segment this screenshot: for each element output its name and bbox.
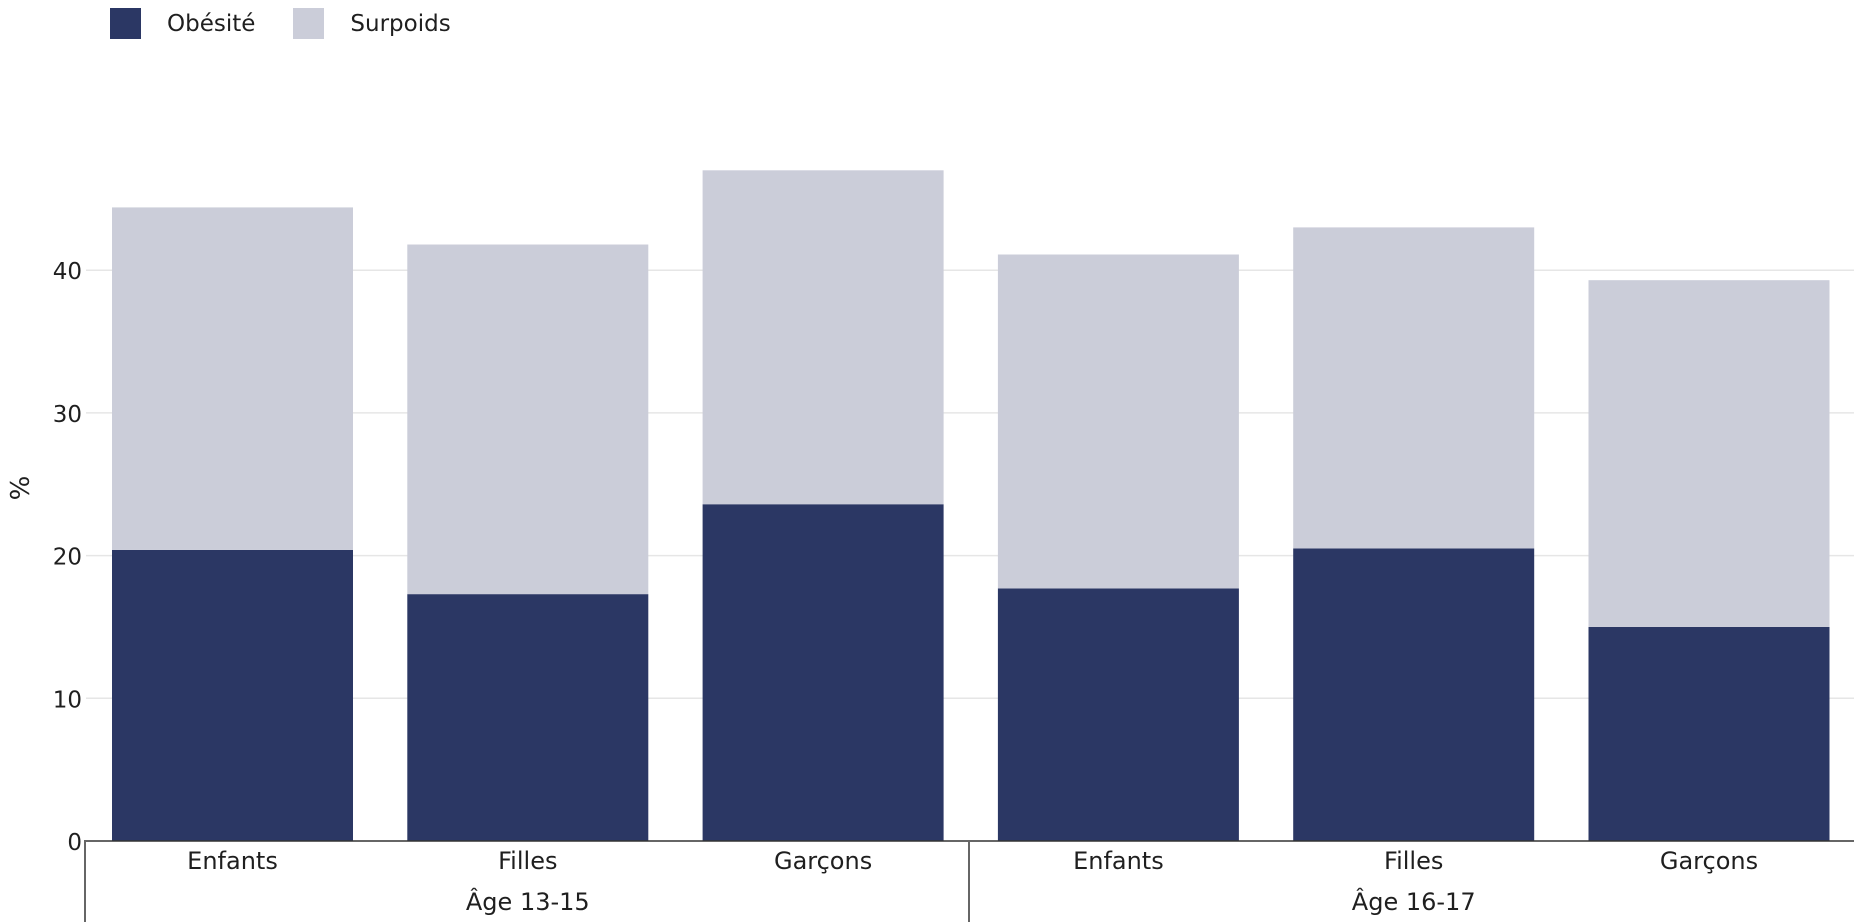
x-tick-label: Filles — [498, 847, 557, 875]
bar-surpoids — [1293, 227, 1535, 549]
chart-legend: Obésité Surpoids — [110, 8, 489, 39]
y-tick-label: 30 — [53, 402, 82, 428]
legend-label-obesite: Obésité — [167, 10, 256, 37]
group-label: Âge 13-15 — [466, 887, 590, 916]
axes: 0 10 20 30 40 Enfants Filles Garçons Enfants Fill… — [53, 259, 1854, 922]
bar-surpoids — [1588, 280, 1830, 627]
bar-surpoids — [112, 207, 353, 550]
gridlines — [86, 269, 1854, 700]
legend-swatch-surpoids — [293, 8, 325, 39]
y-tick-label: 10 — [53, 687, 82, 713]
bar-obesite — [407, 594, 649, 841]
bar-surpoids — [702, 170, 944, 505]
bars — [112, 170, 1830, 841]
x-tick-label: Enfants — [187, 847, 278, 875]
legend-swatch-obesite — [110, 8, 141, 39]
bar-obesite — [112, 549, 353, 841]
bar-surpoids — [997, 254, 1239, 589]
legend-label-surpoids: Surpoids — [350, 10, 451, 37]
bar-surpoids — [407, 244, 649, 595]
legend-item-obesite[interactable]: Obésité — [110, 8, 255, 39]
legend-item-surpoids[interactable]: Surpoids — [293, 8, 451, 39]
bar-obesite — [702, 504, 944, 841]
group-label: Âge 16-17 — [1352, 887, 1476, 916]
x-tick-label: Filles — [1384, 847, 1443, 875]
bar-obesite — [1588, 626, 1830, 841]
x-tick-label: Garçons — [774, 847, 872, 875]
y-tick-label: 40 — [53, 259, 82, 285]
x-tick-label: Garçons — [1660, 847, 1758, 875]
y-tick-label: 20 — [53, 545, 82, 571]
x-tick-label: Enfants — [1073, 847, 1164, 875]
y-axis-label: % — [6, 476, 36, 501]
y-tick-label: 0 — [67, 830, 82, 856]
bar-obesite — [997, 588, 1239, 841]
bar-obesite — [1293, 548, 1535, 841]
